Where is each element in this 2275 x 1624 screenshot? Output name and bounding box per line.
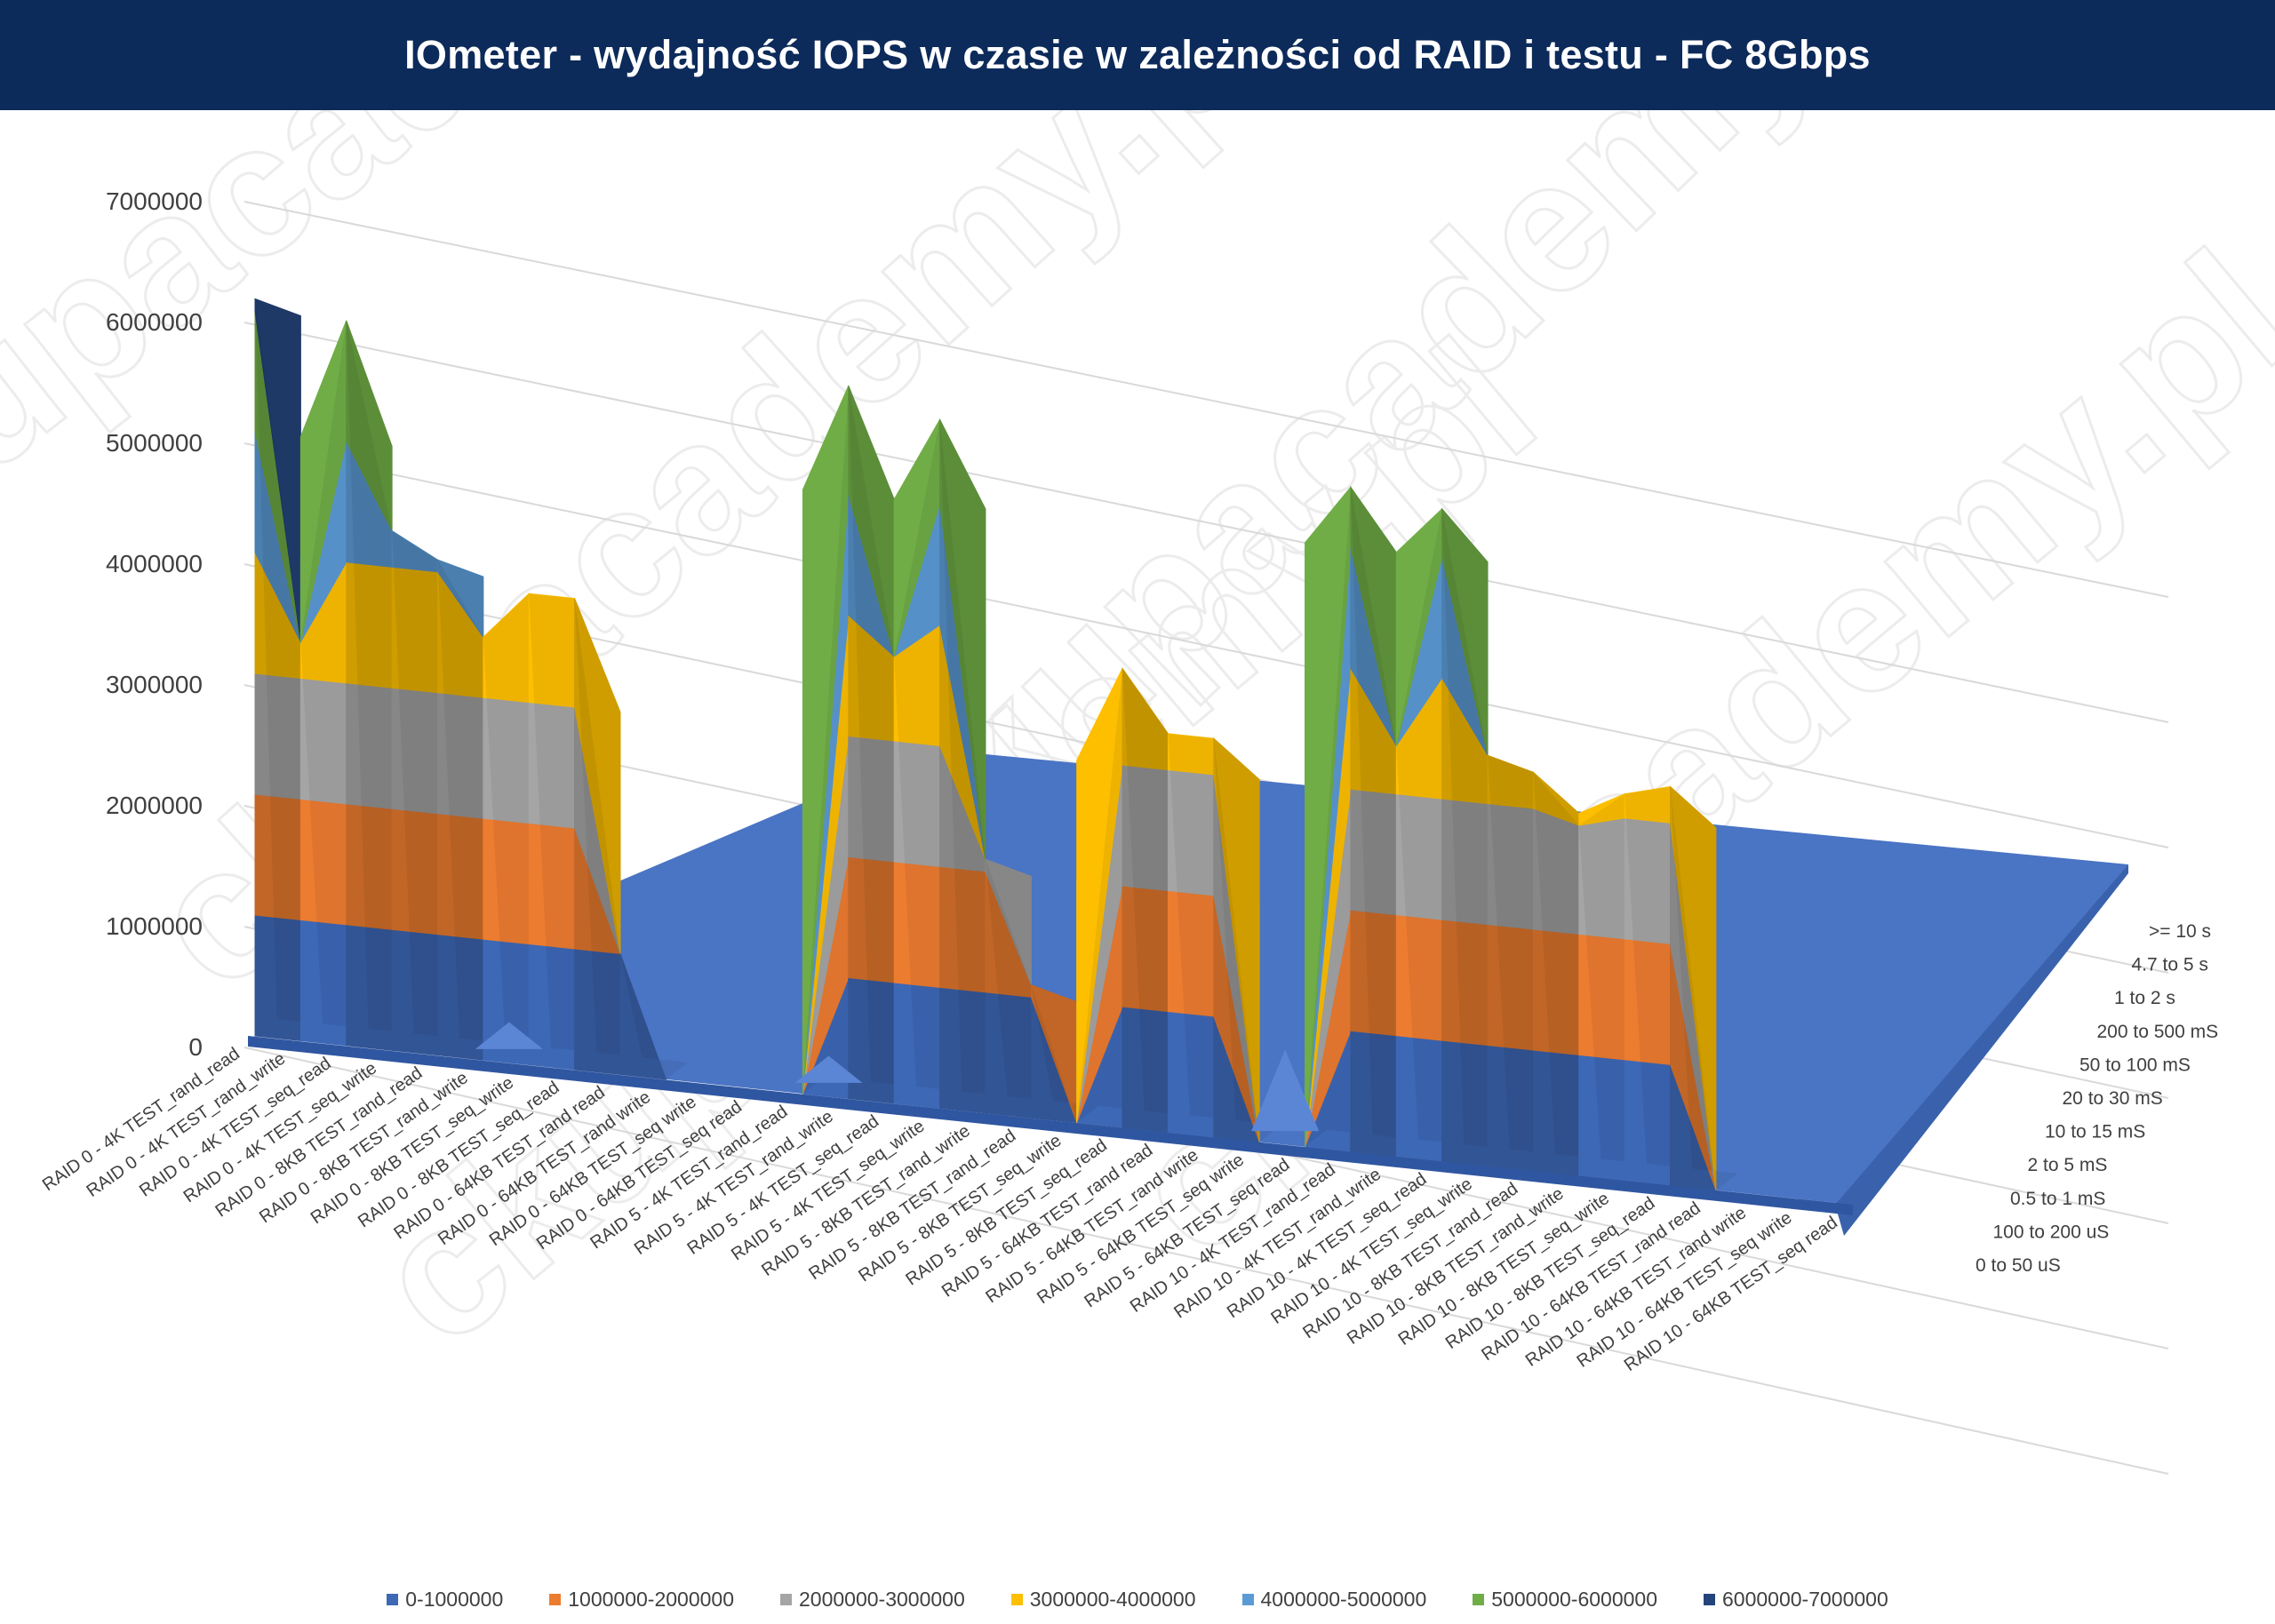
y-tick-label: 1 to 2 s xyxy=(2114,988,2175,1008)
legend-swatch xyxy=(387,1593,399,1605)
z-tick-label: 6000000 xyxy=(106,308,203,336)
z-tick-label: 1000000 xyxy=(106,912,203,940)
gridline xyxy=(243,1047,2169,1475)
y-tick-label: 100 to 200 uS xyxy=(1993,1222,2110,1242)
z-tick-label: 4000000 xyxy=(106,550,203,577)
legend-item: 5000000-6000000 xyxy=(1473,1588,1657,1612)
surface-band-segment xyxy=(985,858,1032,985)
surface-bump xyxy=(475,1022,543,1049)
legend-swatch xyxy=(1010,1593,1023,1605)
y-tick-label: 4.7 to 5 s xyxy=(2132,955,2208,975)
y-tick-label: 50 to 100 mS xyxy=(2079,1055,2191,1075)
chart-title: IOmeter - wydajność IOPS w czasie w zale… xyxy=(404,32,1871,77)
surface-front-edge xyxy=(248,1036,1853,1215)
chart-title-bar: IOmeter - wydajność IOPS w czasie w zale… xyxy=(0,0,2275,110)
surface-bump xyxy=(1251,1049,1320,1132)
legend-label: 2000000-3000000 xyxy=(799,1587,965,1611)
z-axis-ticks: 0 1000000 2000000 3000000 4000000 5000000 6000… xyxy=(106,187,203,1061)
surface-band-segment xyxy=(939,419,986,860)
surface-floor-edge xyxy=(1835,864,2128,1236)
legend-item: 0-1000000 xyxy=(387,1588,503,1612)
y-tick-label: 2 to 5 mS xyxy=(2028,1155,2108,1175)
y-tick-label: >= 10 s xyxy=(2149,921,2211,942)
y-axis-labels: 0 to 50 uS 100 to 200 uS 0.5 to 1 mS 2 to 5… xyxy=(1976,921,2218,1276)
surface-band-segment xyxy=(574,598,621,954)
legend-item: 2000000-3000000 xyxy=(780,1588,965,1612)
chart-legend: 0-1000000 1000000-2000000 2000000-3000000 3… xyxy=(0,1583,2275,1615)
surface-bump xyxy=(794,1055,863,1083)
legend-item: 4000000-5000000 xyxy=(1241,1587,1427,1612)
z-tick-label: 7000000 xyxy=(106,187,203,215)
surface-depth-shadow xyxy=(1213,738,1281,1142)
legend-label: 4000000-5000000 xyxy=(1260,1587,1427,1611)
surface-chart: ckupacademy.plckupacademy.plckupacademy.… xyxy=(0,110,2275,1475)
y-tick-label: 20 to 30 mS xyxy=(2063,1088,2163,1109)
y-tick-label: 0.5 to 1 mS xyxy=(2010,1189,2105,1209)
legend-swatch xyxy=(1473,1593,1485,1605)
surface-band-segment xyxy=(1441,507,1489,756)
legend-item: 6000000-7000000 xyxy=(1704,1588,1888,1612)
y-tick-label: 0 to 50 uS xyxy=(1976,1255,2061,1276)
surface-depth-shadow xyxy=(574,598,643,1058)
surface-depth-shadow xyxy=(619,953,688,1079)
legend-label: 3000000-4000000 xyxy=(1029,1587,1196,1611)
legend-label: 6000000-7000000 xyxy=(1722,1587,1888,1611)
z-tick-label: 0 xyxy=(188,1033,203,1061)
gridline xyxy=(243,442,2169,848)
legend-swatch xyxy=(1241,1593,1254,1605)
legend-label: 0-1000000 xyxy=(405,1587,504,1611)
legend-swatch xyxy=(1704,1593,1715,1605)
y-tick-label: 10 to 15 mS xyxy=(2045,1122,2145,1142)
z-tick-label: 2000000 xyxy=(106,792,203,819)
legend-swatch xyxy=(549,1593,562,1605)
z-tick-label: 5000000 xyxy=(106,429,203,457)
surface-band-segment xyxy=(254,298,301,642)
z-tick-label: 3000000 xyxy=(106,671,203,698)
surface-band-segment xyxy=(1670,785,1717,1190)
legend-swatch xyxy=(780,1593,792,1605)
surface-band-segment xyxy=(346,320,393,531)
legend-label: 5000000-6000000 xyxy=(1491,1587,1657,1611)
surface-depth-shadow xyxy=(1670,786,1738,1190)
legend-item: 3000000-4000000 xyxy=(1010,1587,1196,1612)
legend-label: 1000000-2000000 xyxy=(568,1587,734,1611)
surface-band-segment xyxy=(1213,737,1260,1142)
gridline xyxy=(243,201,2169,598)
y-tick-label: 200 to 500 mS xyxy=(2097,1022,2219,1042)
surface-peaks xyxy=(254,298,1738,1191)
surface-band-segment xyxy=(619,953,667,1080)
legend-item: 1000000-2000000 xyxy=(549,1588,734,1612)
gridline xyxy=(243,322,2169,723)
surface-band-segment xyxy=(436,559,484,639)
